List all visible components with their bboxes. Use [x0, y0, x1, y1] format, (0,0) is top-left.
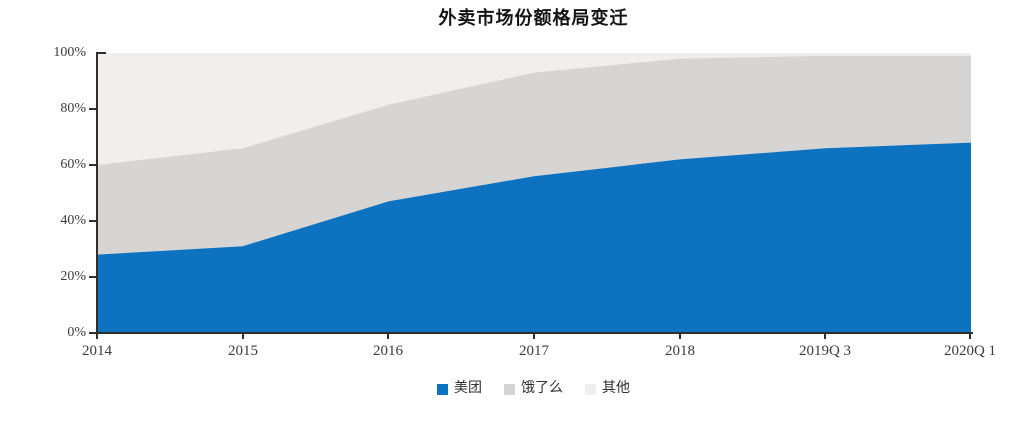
y-axis-line [96, 52, 98, 334]
y-label-100: 100% [53, 45, 86, 60]
area-meituan [97, 142, 971, 333]
x-label-2020q1: 2020Q 1 [943, 343, 997, 359]
legend-swatch-eleme [504, 383, 515, 395]
legend-label-meituan: 美团 [454, 381, 482, 396]
x-label-2018: 2018 [665, 343, 695, 359]
legend-label-other: 其他 [602, 381, 630, 396]
x-label-2016: 2016 [373, 343, 403, 359]
x-label-2014: 2014 [82, 343, 112, 359]
x-tick-2019q3 [824, 334, 826, 339]
area-other [97, 53, 971, 165]
y-label-20: 20% [60, 269, 86, 284]
x-tick-2016 [387, 334, 389, 339]
x-tick-2014 [96, 334, 98, 339]
legend-item-meituan: 美团 [437, 380, 482, 398]
x-label-2019q3: 2019Q 3 [798, 343, 852, 359]
y-label-60: 60% [60, 157, 86, 172]
y-label-0: 0% [67, 325, 86, 340]
stacked-area-plot [97, 53, 971, 333]
y-tick-20 [89, 276, 96, 278]
y-tick-0 [89, 332, 96, 334]
legend-label-eleme: 饿了么 [521, 381, 563, 396]
chart-title: 外卖市场份额格局变迁 [438, 8, 629, 28]
x-label-2015: 2015 [228, 343, 258, 359]
x-tick-2017 [533, 334, 535, 339]
area-eleme [97, 55, 971, 255]
legend: 美团 饿了么 其他 [96, 380, 971, 398]
x-tick-2018 [679, 334, 681, 339]
y-tick-80 [89, 108, 96, 110]
y-label-80: 80% [60, 101, 86, 116]
legend-item-eleme: 饿了么 [504, 380, 563, 398]
legend-swatch-meituan [437, 383, 448, 395]
x-tick-2015 [242, 334, 244, 339]
y-tick-60 [89, 164, 96, 166]
x-tick-2020q1 [969, 334, 971, 339]
y-tick-40 [89, 220, 96, 222]
y-axis-top-tick [98, 52, 106, 54]
x-label-2017: 2017 [519, 343, 549, 359]
legend-swatch-other [585, 383, 596, 395]
x-axis-line [95, 332, 973, 334]
legend-item-other: 其他 [585, 380, 630, 398]
y-label-40: 40% [60, 213, 86, 228]
